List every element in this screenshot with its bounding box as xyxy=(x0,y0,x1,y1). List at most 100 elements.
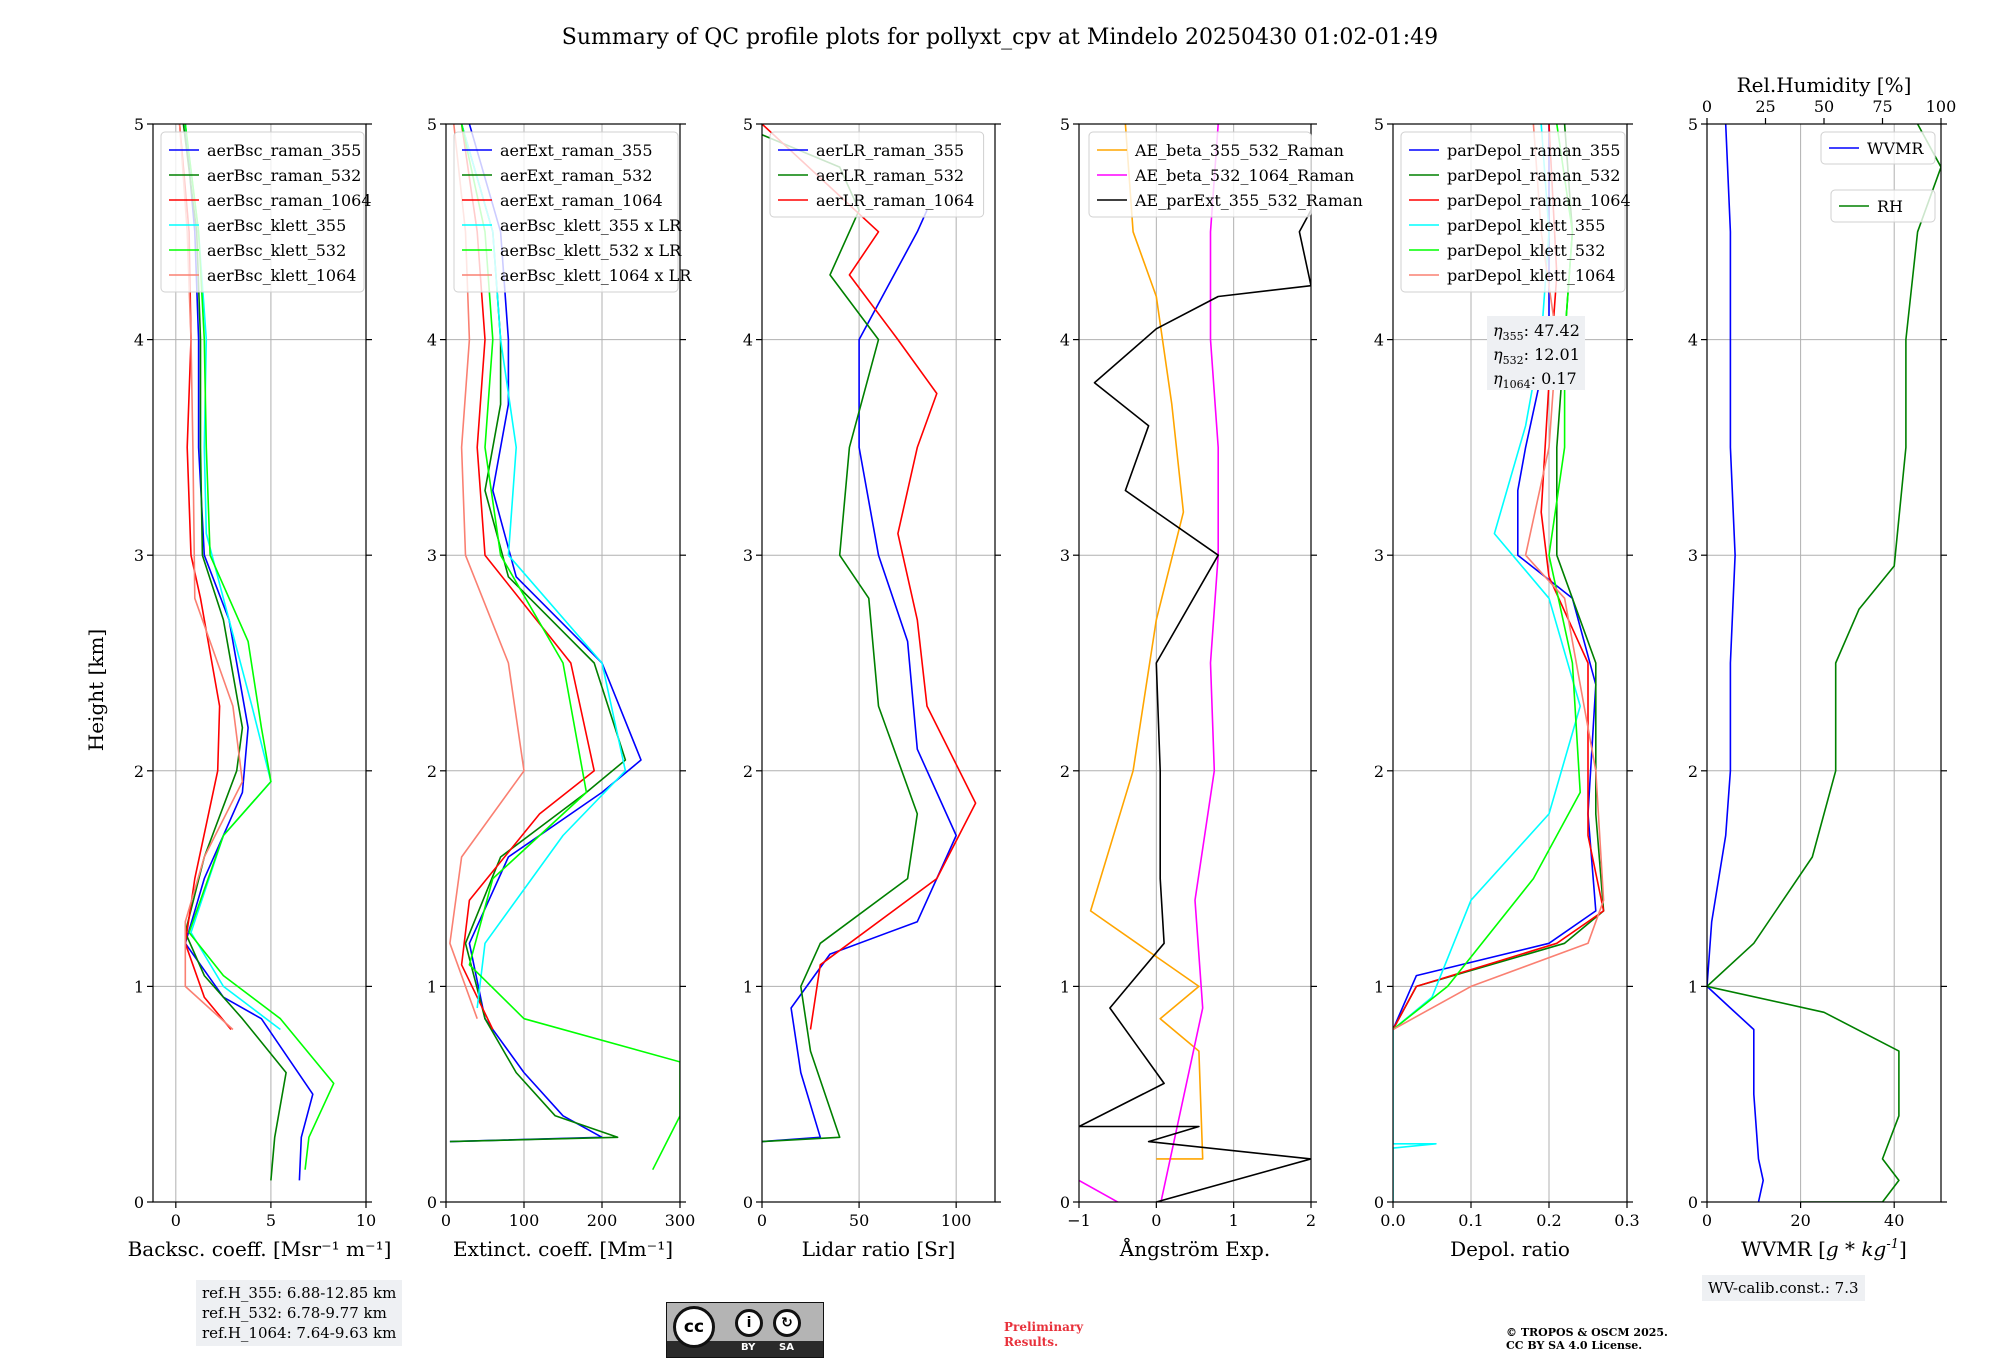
ref-height-532: ref.H_532: 6.78-9.77 km xyxy=(202,1304,387,1322)
legend-box xyxy=(1820,131,1936,165)
series-line-aerbsc-klett-532-x-lr xyxy=(460,124,680,1171)
y-axis-label: Height [km] xyxy=(84,629,108,751)
legend-label-aerext-raman-1064: aerExt_raman_1064 xyxy=(500,191,663,210)
preliminary-note: Preliminary Results. xyxy=(1004,1320,1083,1350)
y-tick-label: 4 xyxy=(743,331,753,350)
x-tick-label: 0 xyxy=(1151,1211,1161,1230)
series-line-aerbsc-klett-532 xyxy=(184,124,335,1170)
eta-532: η532: 12.01 xyxy=(1493,345,1580,367)
x-tick-label: 0.1 xyxy=(1458,1211,1483,1230)
wv-calib-text: WV-calib.const.: 7.3 xyxy=(1708,1279,1859,1297)
ref-height-1064: ref.H_1064: 7.64-9.63 km xyxy=(202,1324,397,1342)
legend-label-pardepol-raman-532: parDepol_raman_532 xyxy=(1447,166,1620,185)
y-tick-label: 0 xyxy=(1060,1193,1070,1212)
y-tick-label: 0 xyxy=(1374,1193,1384,1212)
panel-frame xyxy=(761,123,996,1203)
y-tick-label: 3 xyxy=(1060,546,1070,565)
y-tick-label: 0 xyxy=(743,1193,753,1212)
legend-label-aerbsc-klett-1064: aerBsc_klett_1064 xyxy=(207,266,356,285)
x-tick-label: 0 xyxy=(171,1211,181,1230)
series-line-ae-parext-355-532-raman xyxy=(1079,209,1311,1202)
y-tick-label: 0 xyxy=(134,1193,144,1212)
y-tick-label: 4 xyxy=(427,331,437,350)
y-tick-label: 4 xyxy=(1688,331,1698,350)
x-tick-label: 20 xyxy=(1790,1211,1810,1230)
eta-box xyxy=(1487,316,1585,390)
copyright-line-1: © TROPOS & OSCM 2025. xyxy=(1506,1326,1668,1339)
ref-height-355: ref.H_355: 6.88-12.85 km xyxy=(202,1284,397,1302)
x-tick-label: 0 xyxy=(757,1211,767,1230)
legend-label-aerext-raman-355: aerExt_raman_355 xyxy=(500,141,653,160)
panel-frame xyxy=(1706,123,1942,1203)
legend-box xyxy=(1088,131,1312,218)
y-tick-label: 0 xyxy=(427,1193,437,1212)
x2-axis-label: Rel.Humidity [%] xyxy=(1737,73,1912,97)
legend-label-aerbsc-raman-532: aerBsc_raman_532 xyxy=(207,166,361,185)
legend-label-pardepol-klett-1064: parDepol_klett_1064 xyxy=(1447,266,1616,285)
legend-label-aerbsc-klett-1064-x-lr: aerBsc_klett_1064 x LR xyxy=(500,266,692,285)
x2-tick-label: 25 xyxy=(1755,97,1775,116)
y-tick-label: 4 xyxy=(1374,331,1384,350)
x-tick-label: 100 xyxy=(941,1211,972,1230)
y-tick-label: 3 xyxy=(743,546,753,565)
legend-box xyxy=(1400,131,1626,293)
badge-by-label: BY xyxy=(741,1342,756,1353)
series-line-rh xyxy=(1707,124,1941,1202)
preliminary-line-1: Preliminary xyxy=(1004,1320,1084,1334)
panel-frame xyxy=(1392,123,1628,1203)
legend-label-aerbsc-raman-355: aerBsc_raman_355 xyxy=(207,141,361,160)
series-line-ae-beta-532-1064-raman xyxy=(1079,124,1219,1202)
legend-label-rh: RH xyxy=(1877,197,1903,216)
eta-355: η355: 47.42 xyxy=(1493,321,1580,343)
legend-label-aerbsc-klett-532: aerBsc_klett_532 xyxy=(207,241,346,260)
series-line-aerext-raman-1064 xyxy=(460,124,596,1030)
x-tick-label: 50 xyxy=(849,1211,869,1230)
x-tick-label: 40 xyxy=(1884,1211,1904,1230)
panel-6: 0 20 40 0 25 50 75 100 Rel.Humidity [%] 0 1 2 3 4 5 WVM… xyxy=(1688,73,1956,1261)
y-tick-label: 5 xyxy=(134,115,144,134)
cc-icon: cc xyxy=(673,1306,715,1348)
y-tick-label: 2 xyxy=(427,762,437,781)
series-line-pardepol-klett-1064 xyxy=(1393,124,1605,1031)
figure-title: Summary of QC profile plots for pollyxt_… xyxy=(562,25,1438,50)
series-line-aerbsc-klett-1064 xyxy=(178,124,244,1031)
legend-label-ae-beta-355-532-raman: AE_beta_355_532_Raman xyxy=(1134,141,1344,160)
x-tick-label: 2 xyxy=(1306,1211,1316,1230)
x-axis-label: Depol. ratio xyxy=(1450,1237,1570,1261)
legend-label-aerext-raman-532: aerExt_raman_532 xyxy=(500,166,653,185)
panel-1: 0 5 10 0 1 2 3 4 5 Backsc. coeff. [Msr⁻¹ m⁻¹] aerB… xyxy=(128,115,392,1261)
y-tick-label: 4 xyxy=(134,331,144,350)
share-alike-icon: ↻ xyxy=(773,1309,801,1337)
x-tick-label: 300 xyxy=(665,1211,696,1230)
legend-label-pardepol-klett-532: parDepol_klett_532 xyxy=(1447,241,1605,260)
panel-frame xyxy=(1078,123,1312,1203)
x-tick-label: 0 xyxy=(1702,1211,1712,1230)
x-axis-label: Extinct. coeff. [Mm⁻¹] xyxy=(453,1237,673,1261)
x-axis-label: Ångström Exp. xyxy=(1119,1236,1270,1261)
y-tick-label: 4 xyxy=(1060,331,1070,350)
legend-label-pardepol-raman-1064: parDepol_raman_1064 xyxy=(1447,191,1631,210)
y-tick-label: 3 xyxy=(1688,546,1698,565)
x-tick-label: 0.2 xyxy=(1536,1211,1561,1230)
y-tick-label: 1 xyxy=(1374,977,1384,996)
legend-box xyxy=(1830,189,1936,223)
y-tick-label: 3 xyxy=(134,546,144,565)
preliminary-line-2: Results. xyxy=(1004,1335,1059,1349)
y-tick-label: 2 xyxy=(134,762,144,781)
y-tick-label: 1 xyxy=(134,977,144,996)
legend-label-aerbsc-klett-532-x-lr: aerBsc_klett_532 x LR xyxy=(500,241,682,260)
panel-3: 0 50 100 0 1 2 3 4 5 Lidar ratio [Sr] aerLR_raman_… xyxy=(743,115,1001,1261)
legend-label-ae-beta-532-1064-raman: AE_beta_532_1064_Raman xyxy=(1134,166,1354,185)
series-line-aerlr-raman-1064 xyxy=(762,124,977,1030)
eta-1064: η1064: 0.17 xyxy=(1493,369,1577,391)
y-tick-label: 2 xyxy=(1688,762,1698,781)
legend-label-wvmr: WVMR xyxy=(1867,139,1924,158)
y-tick-label: 3 xyxy=(427,546,437,565)
y-tick-label: 5 xyxy=(1374,115,1384,134)
series-line-aerbsc-raman-532 xyxy=(182,124,287,1181)
y-tick-label: 0 xyxy=(1688,1193,1698,1212)
x-tick-label: 10 xyxy=(356,1211,376,1230)
x2-tick-label: 75 xyxy=(1872,97,1892,116)
